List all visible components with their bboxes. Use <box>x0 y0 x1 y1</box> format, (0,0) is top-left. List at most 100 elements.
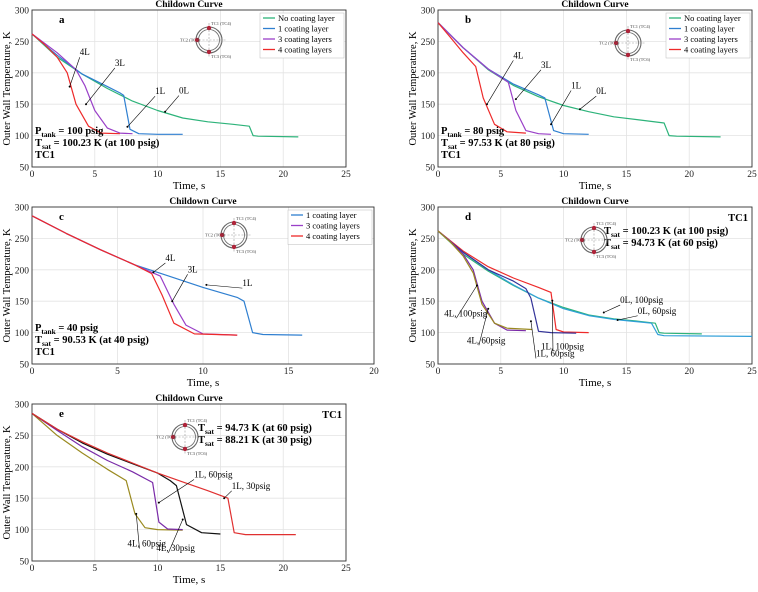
e-xtick-label: 0 <box>30 564 35 574</box>
a-axes-frame <box>31 9 347 168</box>
e-inset-label-tc3: TC3 (TC6) <box>187 451 208 456</box>
d-inset-label-tc2: TC2 (TC5) <box>565 238 586 243</box>
b-legend-entry: No coating layer <box>684 13 741 23</box>
d-series-1l-60psig <box>437 230 577 334</box>
b-axes-frame <box>437 9 753 168</box>
c-series-4-coating-layers <box>31 215 238 336</box>
d-x-axis-label: Time, s <box>579 377 612 389</box>
e-label-leader <box>168 519 183 554</box>
a-ytick-label: 150 <box>15 101 30 111</box>
e-curve-label: 4L, 60psig <box>127 539 166 549</box>
b-curve-label: 0L <box>596 86 606 96</box>
d-curve-label: 1L, 100psig <box>541 342 585 352</box>
d-curve-label: 4L, 60psig <box>467 335 506 345</box>
d-panel-letter: d <box>465 211 471 223</box>
b-info-tsat: Tsat = 97.53 K (at 80 psig) <box>441 138 555 151</box>
c-inset-label-tc2: TC2 (TC5) <box>205 233 226 238</box>
a-xtick-label: 0 <box>30 170 35 180</box>
e-xtick-label: 15 <box>216 564 226 574</box>
a-legend-box <box>259 12 345 59</box>
c-inset-label-tc3: TC3 (TC6) <box>236 249 257 254</box>
d-label-leader-tip <box>529 320 532 323</box>
e-axes-frame <box>31 403 347 562</box>
e-info-tsat-1: Tsat = 94.73 K (at 60 psig) <box>198 423 312 436</box>
a-xtick-label: 10 <box>153 170 163 180</box>
e-x-axis-label: Time, s <box>173 574 206 586</box>
e-chart-title: Childown Curve <box>155 394 222 404</box>
b-xtick-label: 0 <box>436 170 441 180</box>
d-inset-tc2-dot <box>579 237 585 243</box>
d-label-leader-tip <box>487 307 490 310</box>
b-y-axis-label: Outer Wall Temperature, K <box>408 31 419 145</box>
b-xtick-label: 25 <box>747 170 757 180</box>
c-legend-box <box>287 209 373 245</box>
b-legend-box <box>665 12 751 59</box>
panel-d: 0 5 10 15 20 25 50 100 150 200 250 300 Childown Curv… <box>408 197 757 389</box>
e-curve-label: 4L, 30psig <box>156 543 195 553</box>
a-curve-label: 4L <box>80 47 90 57</box>
a-label-leader-tip <box>126 125 129 128</box>
e-inset-label-tc1: TC1 (TC4) <box>187 418 208 423</box>
a-legend-entry: No coating layer <box>278 13 335 23</box>
e-info-tc: TC1 <box>322 410 342 421</box>
e-ytick-label: 200 <box>15 463 30 473</box>
d-curve-label: 1L, 60psig <box>536 348 575 358</box>
b-inset-tc1-dot <box>625 28 631 34</box>
d-curve-label: 4L, 100psig <box>444 308 488 318</box>
a-curve-label: 3L <box>115 58 125 68</box>
d-label-leader-tip <box>602 311 605 314</box>
d-curve-label: 0L, 60psig <box>638 306 677 316</box>
c-inset-tc1-dot <box>231 220 237 226</box>
c-info-tsat: Tsat = 90.53 K (at 40 psig) <box>35 335 149 348</box>
d-ytick-label: 150 <box>421 298 436 308</box>
c-ytick-label: 100 <box>15 329 30 339</box>
a-chart-title: Childown Curve <box>155 0 222 10</box>
panel-a: 0 5 10 15 20 25 50 100 150 200 250 300 Childown Curv… <box>2 0 351 192</box>
b-curve-label: 1L <box>571 81 581 91</box>
e-inset-label-tc2: TC2 (TC5) <box>156 435 177 440</box>
b-legend-entry: 3 coating layers <box>684 34 738 44</box>
e-panel-letter: e <box>59 408 64 420</box>
d-label-leader-tip <box>551 299 554 302</box>
e-ytick-label: 100 <box>15 526 30 536</box>
e-series-1l-30psig <box>31 412 296 536</box>
a-series-3-coating-layers <box>31 33 133 135</box>
c-xtick-label: 5 <box>115 367 120 377</box>
e-label-leader <box>135 513 140 549</box>
d-info-tc: TC1 <box>728 213 748 224</box>
e-ytick-label: 300 <box>15 401 30 411</box>
e-label-leader-tip <box>223 497 226 500</box>
d-xtick-label: 5 <box>498 367 503 377</box>
d-curve-label: 0L, 100psig <box>620 295 664 305</box>
c-panel-letter: c <box>59 211 64 223</box>
a-ytick-label: 250 <box>15 38 30 48</box>
a-inset-label-tc1: TC1 (TC4) <box>211 21 232 26</box>
c-label-leader <box>206 284 243 289</box>
d-ytick-label: 100 <box>421 329 436 339</box>
a-xtick-label: 25 <box>341 170 351 180</box>
e-label-leader <box>223 490 232 499</box>
b-panel-letter: b <box>465 14 471 26</box>
a-info-tc: TC1 <box>35 150 55 161</box>
a-inset-label-tc3: TC3 (TC6) <box>211 54 232 59</box>
a-label-leader <box>127 95 156 128</box>
c-label-leader-tip <box>152 271 155 274</box>
d-label-leader <box>530 321 537 359</box>
b-xtick-label: 10 <box>559 170 569 180</box>
a-inset-tc1-dot <box>206 25 212 31</box>
e-curve-label: 1L, 60psig <box>194 469 233 479</box>
a-label-leader-tip <box>85 103 88 106</box>
c-info-tc: TC1 <box>35 347 55 358</box>
d-axes-frame <box>437 206 753 365</box>
b-info-tc: TC1 <box>441 150 461 161</box>
c-axes-frame <box>31 206 375 365</box>
b-xtick-label: 20 <box>684 170 694 180</box>
e-series-4l-60psig <box>31 412 183 531</box>
d-series-4l-60psig <box>437 230 533 331</box>
d-ytick-label: 250 <box>421 235 436 245</box>
e-xtick-label: 10 <box>153 564 163 574</box>
d-inset-label-tc1: TC1 (TC4) <box>596 221 617 226</box>
e-inset-tc3-dot <box>182 446 188 452</box>
a-ytick-label: 300 <box>15 7 30 17</box>
